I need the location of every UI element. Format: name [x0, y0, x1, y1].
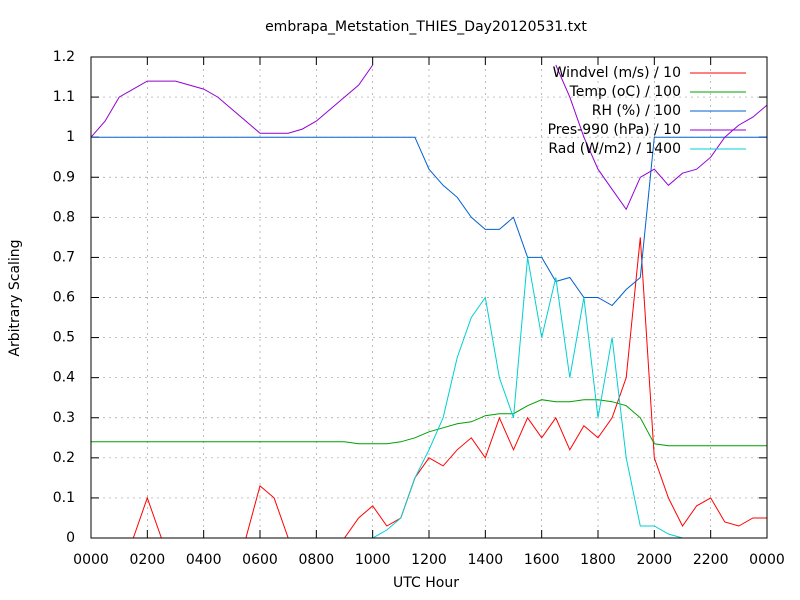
x-tick-label: 2200 [693, 552, 729, 568]
y-tick-label: 1 [66, 129, 75, 145]
y-tick-label: 0.4 [53, 370, 75, 386]
y-tick-label: 0.5 [53, 330, 75, 346]
plot-border [90, 56, 768, 539]
chart-title: embrapa_Metstation_THIES_Day20120531.txt [265, 19, 587, 35]
series-line [91, 237, 767, 538]
legend-label: RH (%) / 100 [592, 103, 681, 119]
legend-label: Temp (oC) / 100 [569, 84, 681, 100]
x-tick-label: 0000 [749, 552, 785, 568]
legend-label: Windvel (m/s) / 10 [553, 65, 681, 81]
plot-lines [91, 64, 767, 538]
y-tick-label: 1.1 [53, 89, 75, 105]
y-tick-label: 0.7 [53, 249, 75, 265]
x-axis-label: UTC Hour [393, 575, 459, 591]
y-tick-label: 0.2 [53, 450, 75, 466]
legend: Windvel (m/s) / 10 Temp (oC) / 100 RH (%) … [548, 65, 746, 157]
x-tick-label: 1600 [524, 552, 560, 568]
legend-label: Rad (W/m2) / 1400 [548, 141, 681, 157]
x-tick-label: 0800 [299, 552, 335, 568]
x-tick-label: 1000 [355, 552, 391, 568]
y-tick-label: 0.9 [53, 169, 75, 185]
y-tick-label: 0 [66, 530, 75, 546]
x-tick-label: 1200 [411, 552, 447, 568]
series-line [91, 64, 767, 211]
x-tick-label: 2000 [637, 552, 673, 568]
y-tick-label: 1.2 [53, 49, 75, 65]
y-tick-label: 0.8 [53, 209, 75, 225]
y-tick-label: 0.6 [53, 290, 75, 306]
x-tick-label: 0000 [73, 552, 109, 568]
x-tick-label: 0200 [130, 552, 166, 568]
x-tick-label: 0600 [242, 552, 278, 568]
series-line [91, 136, 767, 307]
y-tick-label: 0.3 [53, 410, 75, 426]
x-tick-label: 0400 [186, 552, 222, 568]
y-tick-label: 0.1 [53, 490, 75, 506]
x-tick-label: 1800 [580, 552, 616, 568]
x-tick-label: 1400 [468, 552, 504, 568]
series-line [91, 399, 767, 447]
legend-label: Pres-990 (hPa) / 10 [548, 122, 681, 138]
series-line [91, 257, 767, 538]
y-axis-label: Arbitrary Scaling [7, 239, 23, 356]
